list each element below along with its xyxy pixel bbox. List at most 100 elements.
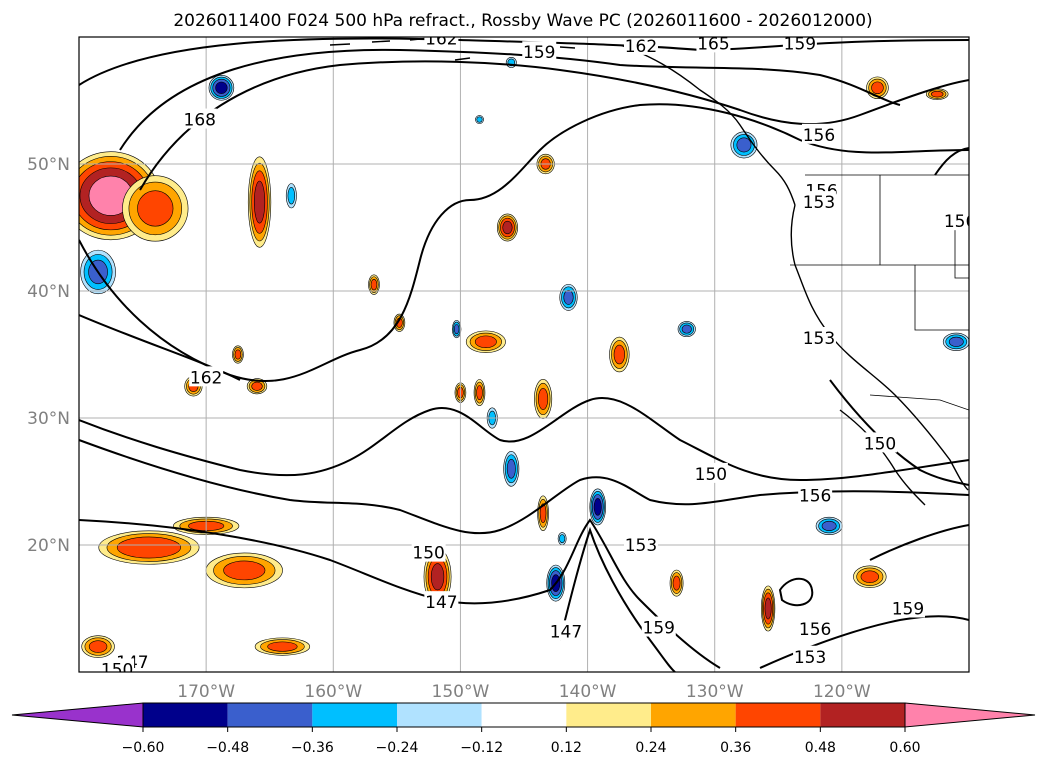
anomaly-feature <box>473 379 486 407</box>
colorbar-segment <box>312 703 397 727</box>
anomaly-feature <box>761 585 776 632</box>
contour-label-bg <box>693 462 728 483</box>
anomaly-feature <box>559 283 578 311</box>
colorbar-tick-label: 0.48 <box>805 740 836 756</box>
anomaly-band <box>860 570 880 583</box>
colorbar-segment <box>143 703 228 727</box>
colorbar-ticks: −0.60 −0.48 −0.36 −0.24 −0.12 0.12 0.24 0.36 0.4… <box>122 727 921 756</box>
contour-line <box>759 615 969 669</box>
anomaly-feature <box>247 156 272 248</box>
contour-label: 159 <box>523 43 555 63</box>
anomaly-band <box>538 387 549 410</box>
contour-label: 156 <box>803 126 835 146</box>
colorbar-segment <box>651 703 736 727</box>
x-tick-label: 140°W <box>559 682 617 702</box>
colorbar-tick-label: −0.60 <box>122 740 165 756</box>
anomaly-feature <box>942 332 969 351</box>
contour-line <box>79 518 721 669</box>
colorbar-tick-label: 0.12 <box>551 740 582 756</box>
contour-label-bg <box>798 617 833 638</box>
contour-label-bg <box>623 37 658 55</box>
anomaly-feature <box>98 530 200 565</box>
anomaly-feature <box>503 451 520 487</box>
colorbar-tick-label: 0.60 <box>889 740 920 756</box>
contour-label: 150 <box>101 660 133 680</box>
anomaly-band <box>764 597 772 620</box>
anomaly-band <box>267 641 298 652</box>
contour-label: 159 <box>784 34 816 54</box>
anomaly-band <box>476 385 483 401</box>
contour-label-bg <box>424 591 459 612</box>
contour-lines <box>79 37 969 672</box>
contour-label-bg <box>182 108 217 129</box>
anomaly-feature <box>730 131 758 159</box>
anomaly-band <box>681 324 692 334</box>
contour-line <box>934 147 969 176</box>
contour-label: 156 <box>799 486 831 506</box>
anomaly-band <box>430 563 445 591</box>
x-tick-label: 120°W <box>813 682 871 702</box>
contour-label: 153 <box>625 536 657 556</box>
anomaly-band <box>559 534 566 544</box>
anomaly-band <box>539 503 547 524</box>
contour-line <box>79 439 969 535</box>
anomaly-band <box>234 349 242 360</box>
colorbar-segment <box>481 703 567 727</box>
contour-label-bg <box>943 210 969 231</box>
anomaly-band <box>871 81 884 95</box>
contour-label: 162 <box>625 37 657 57</box>
anomaly-feature <box>925 88 949 100</box>
contour-label-bg <box>548 620 583 641</box>
anomaly-feature <box>393 313 406 332</box>
contour-label: 150 <box>412 544 444 564</box>
anomaly-feature <box>815 516 843 535</box>
anomaly-feature <box>254 637 311 656</box>
contour-line <box>119 48 901 151</box>
contour-label: 156 <box>799 620 831 640</box>
contour-label-bg <box>801 191 836 212</box>
map-frame <box>78 36 970 673</box>
anomaly-band <box>474 335 497 349</box>
contour-label: 168 <box>184 111 216 131</box>
contour-label: 156 <box>944 212 976 232</box>
y-tick-label: 20°N <box>27 536 70 556</box>
colorbar-tick-label: −0.48 <box>206 740 249 756</box>
anomaly-feature <box>451 320 462 339</box>
anomaly-feature <box>246 378 268 395</box>
colorbar-segment <box>397 703 482 727</box>
y-axis-ticks: 20°N 30°N 40°N 50°N <box>27 155 70 556</box>
anomaly-band <box>137 190 174 227</box>
anomaly-feature <box>232 345 244 364</box>
contour-label: 159 <box>892 600 924 620</box>
x-tick-label: 130°W <box>686 682 744 702</box>
x-tick-label: 150°W <box>432 682 490 702</box>
anomaly-band <box>215 81 228 94</box>
anomaly-band <box>287 187 296 205</box>
colorbar-segment <box>227 703 313 727</box>
colorbar-segment <box>820 703 905 727</box>
anomaly-feature <box>546 564 566 602</box>
anomaly-feature <box>208 75 235 101</box>
contour-label: 147 <box>425 593 457 613</box>
contour-label: 150 <box>864 434 896 454</box>
colorbar-segment <box>566 703 651 727</box>
anomaly-feature <box>122 175 189 242</box>
contour-line <box>559 526 676 672</box>
chart-title: 2026011400 F024 500 hPa refract., Rossby… <box>173 11 872 31</box>
anomaly-feature <box>557 532 567 546</box>
colorbar-tick-label: 0.24 <box>635 740 666 756</box>
contour-line <box>139 60 969 191</box>
contour-label-layer: 162 159 162 165 159 168 156 156 153 156 153 162 150 1… <box>100 34 976 680</box>
anomaly-band <box>821 520 837 531</box>
contour-label-bg <box>890 597 925 618</box>
anomaly-feature <box>423 548 452 606</box>
anomaly-band <box>930 90 944 98</box>
anomaly-band <box>502 220 513 235</box>
anomaly-band <box>453 324 460 335</box>
colorbar-tick-label: −0.12 <box>460 740 503 756</box>
anomaly-band <box>476 116 483 123</box>
anomaly-feature <box>537 495 549 532</box>
contour-label-bg <box>863 432 897 453</box>
anomaly-band <box>251 381 263 391</box>
